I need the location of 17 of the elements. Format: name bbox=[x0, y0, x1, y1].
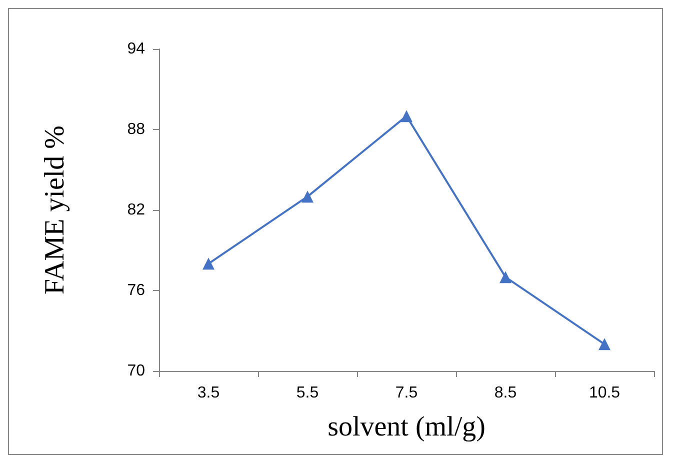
y-tick-label: 70 bbox=[127, 362, 146, 380]
x-tick-label: 7.5 bbox=[395, 384, 418, 402]
point bbox=[202, 258, 214, 270]
y-tick-label: 76 bbox=[127, 282, 146, 299]
y-tick-label: 94 bbox=[127, 40, 146, 58]
x-tick-label: 10.5 bbox=[588, 384, 620, 402]
y-tick-label: 82 bbox=[127, 202, 146, 218]
y-axis-title: FAME yield % bbox=[40, 125, 70, 295]
point bbox=[598, 338, 610, 350]
x-tick-label: 5.5 bbox=[296, 384, 319, 402]
x-axis-title: solvent (ml/g) bbox=[328, 412, 486, 442]
point bbox=[400, 110, 412, 122]
x-tick-label: 3.5 bbox=[197, 384, 220, 402]
point bbox=[302, 190, 314, 203]
y-tick-label: 88 bbox=[127, 121, 146, 138]
x-tick-label: 8.5 bbox=[494, 384, 517, 402]
point bbox=[500, 271, 512, 284]
